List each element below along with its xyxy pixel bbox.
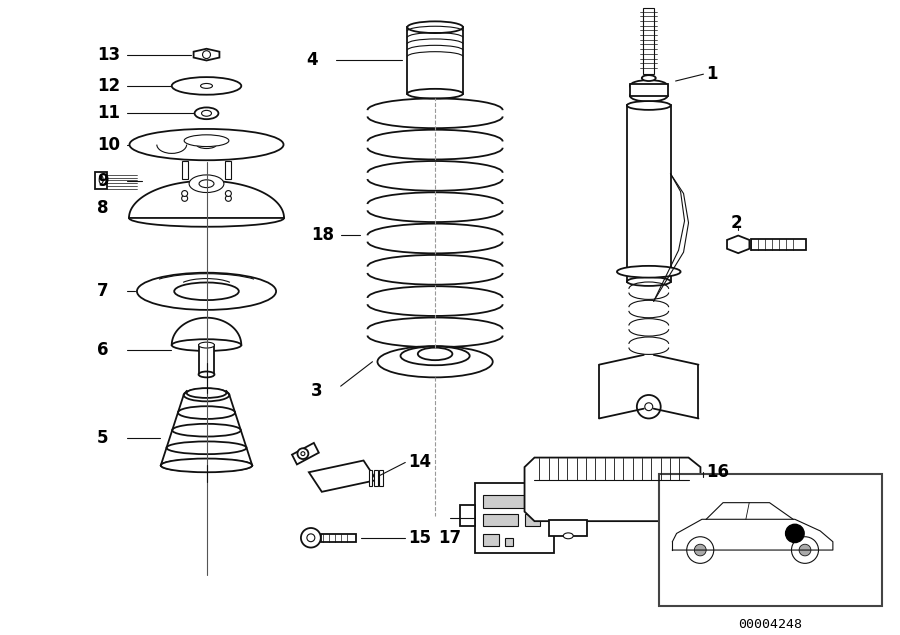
Ellipse shape bbox=[161, 459, 252, 472]
Ellipse shape bbox=[377, 346, 492, 377]
Bar bbox=[199, 345, 214, 375]
Ellipse shape bbox=[408, 89, 463, 98]
Ellipse shape bbox=[137, 272, 276, 310]
Circle shape bbox=[301, 451, 305, 456]
Ellipse shape bbox=[182, 196, 187, 201]
Text: 17: 17 bbox=[438, 529, 461, 547]
Polygon shape bbox=[292, 443, 319, 464]
Text: 8: 8 bbox=[97, 199, 109, 217]
Ellipse shape bbox=[196, 141, 217, 149]
Text: 2: 2 bbox=[730, 214, 742, 232]
Ellipse shape bbox=[199, 371, 214, 377]
Polygon shape bbox=[194, 49, 220, 60]
Bar bbox=[320, 534, 356, 542]
Bar bbox=[525, 514, 540, 526]
Circle shape bbox=[644, 403, 652, 411]
Ellipse shape bbox=[182, 190, 187, 196]
Bar bbox=[505, 538, 513, 545]
Bar bbox=[408, 27, 463, 94]
Ellipse shape bbox=[189, 175, 224, 192]
Circle shape bbox=[202, 51, 211, 58]
Ellipse shape bbox=[617, 266, 680, 277]
Text: 16: 16 bbox=[706, 463, 729, 481]
Circle shape bbox=[687, 537, 714, 563]
Ellipse shape bbox=[130, 129, 284, 160]
Bar bbox=[460, 505, 475, 526]
Circle shape bbox=[307, 534, 315, 542]
Bar bbox=[752, 239, 806, 250]
Bar bbox=[368, 471, 373, 486]
Text: 7: 7 bbox=[97, 283, 109, 300]
Polygon shape bbox=[172, 318, 241, 345]
Ellipse shape bbox=[172, 77, 241, 95]
Circle shape bbox=[799, 544, 811, 556]
Circle shape bbox=[637, 395, 661, 418]
Ellipse shape bbox=[175, 283, 238, 300]
Ellipse shape bbox=[129, 209, 284, 227]
Ellipse shape bbox=[199, 180, 214, 187]
Text: 6: 6 bbox=[97, 341, 109, 359]
Ellipse shape bbox=[172, 339, 241, 351]
Ellipse shape bbox=[630, 80, 668, 92]
Bar bbox=[630, 84, 668, 96]
Ellipse shape bbox=[225, 190, 231, 196]
Bar bbox=[95, 172, 107, 189]
Circle shape bbox=[301, 528, 320, 547]
Ellipse shape bbox=[172, 424, 241, 436]
Text: 10: 10 bbox=[97, 136, 121, 154]
Text: 4: 4 bbox=[306, 51, 318, 69]
Circle shape bbox=[297, 448, 309, 459]
Circle shape bbox=[694, 544, 706, 556]
Bar bbox=[659, 474, 882, 606]
Ellipse shape bbox=[161, 458, 252, 472]
Ellipse shape bbox=[408, 22, 463, 33]
Polygon shape bbox=[525, 458, 700, 521]
Ellipse shape bbox=[178, 406, 235, 419]
Ellipse shape bbox=[400, 347, 470, 365]
Bar bbox=[644, 8, 654, 74]
Ellipse shape bbox=[225, 196, 231, 201]
Bar bbox=[627, 105, 670, 281]
Bar bbox=[225, 161, 231, 179]
Text: 14: 14 bbox=[409, 453, 431, 471]
Ellipse shape bbox=[642, 75, 656, 81]
Text: 3: 3 bbox=[310, 382, 322, 400]
Ellipse shape bbox=[563, 533, 573, 538]
Polygon shape bbox=[129, 181, 284, 218]
Bar bbox=[482, 514, 518, 526]
Ellipse shape bbox=[630, 90, 668, 102]
Text: 15: 15 bbox=[409, 529, 431, 547]
Bar bbox=[380, 471, 383, 486]
Ellipse shape bbox=[184, 389, 230, 401]
Bar bbox=[374, 471, 378, 486]
Ellipse shape bbox=[627, 277, 670, 286]
Polygon shape bbox=[309, 460, 376, 491]
Text: 13: 13 bbox=[97, 46, 121, 64]
Text: 1: 1 bbox=[706, 65, 718, 83]
Ellipse shape bbox=[199, 342, 214, 348]
Ellipse shape bbox=[418, 347, 453, 360]
Text: 9: 9 bbox=[97, 172, 109, 190]
Text: 00004248: 00004248 bbox=[739, 618, 803, 631]
Text: 11: 11 bbox=[97, 104, 121, 123]
Ellipse shape bbox=[194, 107, 219, 119]
Text: 18: 18 bbox=[310, 226, 334, 244]
Ellipse shape bbox=[186, 388, 227, 398]
Bar bbox=[475, 483, 554, 554]
Text: 5: 5 bbox=[97, 429, 109, 447]
Circle shape bbox=[791, 537, 818, 563]
Ellipse shape bbox=[627, 101, 670, 110]
Bar bbox=[549, 520, 587, 536]
Ellipse shape bbox=[184, 135, 229, 147]
Polygon shape bbox=[727, 236, 750, 253]
Bar bbox=[482, 495, 537, 509]
Ellipse shape bbox=[99, 176, 104, 184]
Ellipse shape bbox=[166, 441, 247, 454]
Text: 12: 12 bbox=[97, 77, 121, 95]
Circle shape bbox=[786, 525, 805, 542]
Bar bbox=[482, 534, 499, 545]
Ellipse shape bbox=[202, 110, 211, 116]
Bar bbox=[182, 161, 187, 179]
Ellipse shape bbox=[201, 83, 212, 88]
